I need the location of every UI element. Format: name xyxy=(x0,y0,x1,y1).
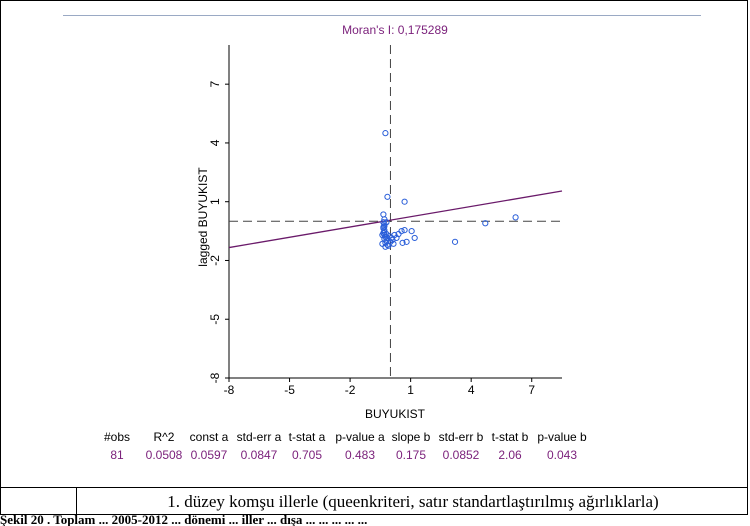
y-tick-label: 7 xyxy=(208,81,222,88)
stat-value: 0.175 xyxy=(395,448,427,462)
stat-value: 0.043 xyxy=(546,448,578,462)
data-point xyxy=(512,214,519,221)
data-point xyxy=(384,234,391,242)
regression-stats: #obs 81 R^2 0.0508 const a 0.0597 std-err a 0.0… xyxy=(0,430,750,464)
data-point xyxy=(401,198,408,205)
data-point xyxy=(398,227,405,235)
stat-value: 81 xyxy=(110,448,124,462)
axes: -8 -5 -2 1 4 7 -8 -5 -2 1 4 7 xyxy=(208,45,562,397)
stat-header: p-value a xyxy=(335,430,385,444)
x-tick-label: -2 xyxy=(345,383,356,397)
stat-value: 0.0847 xyxy=(240,448,278,462)
regression-line xyxy=(228,190,563,249)
mean-reference-lines xyxy=(229,45,562,378)
stat-header: std-err a xyxy=(236,430,282,444)
x-tick-label: 4 xyxy=(468,383,475,397)
data-point xyxy=(383,219,390,226)
data-point xyxy=(383,230,390,238)
x-tick-label: -5 xyxy=(284,383,295,397)
figure-caption-cut: Şekil 20 . Toplam ... 2005-2012 ... döne… xyxy=(0,514,368,526)
stat-header: std-err b xyxy=(438,430,484,444)
stat-header: #obs xyxy=(103,430,131,444)
data-point xyxy=(382,243,389,250)
data-point xyxy=(403,238,410,245)
data-point xyxy=(451,238,459,245)
data-point xyxy=(482,220,489,227)
x-tick-label: 7 xyxy=(528,383,535,397)
stat-header: slope b xyxy=(391,430,431,444)
stat-header: t-stat a xyxy=(288,430,326,444)
moran-scatter-chart: Moran's I: 0,175289 -8 -5 -2 1 4 7 -8 -5 -2 1 4 7 B… xyxy=(196,23,563,421)
y-tick-label: 4 xyxy=(208,139,222,146)
data-point xyxy=(408,227,415,235)
data-point xyxy=(381,228,388,236)
data-point xyxy=(411,234,418,242)
stat-header: p-value b xyxy=(537,430,587,444)
data-point xyxy=(380,225,387,232)
x-axis-label: BUYUKIST xyxy=(365,407,426,421)
data-point xyxy=(380,211,387,218)
x-tick-label: -8 xyxy=(224,383,235,397)
chart-title: Moran's I: 0,175289 xyxy=(342,23,448,37)
table-column-divider xyxy=(76,487,77,515)
stat-value: 0.0852 xyxy=(442,448,480,462)
data-point xyxy=(379,240,386,247)
stat-header: const a xyxy=(189,430,229,444)
data-points xyxy=(379,130,519,250)
stat-header: t-stat b xyxy=(491,430,529,444)
stat-value: 2.06 xyxy=(498,448,522,462)
y-axis-label: lagged BUYUKIST xyxy=(196,167,210,267)
table-caption: 1. düzey komşu illerle (queenkriteri, sa… xyxy=(167,492,659,511)
y-tick-label: -5 xyxy=(208,314,222,325)
table-divider xyxy=(0,487,748,488)
stat-value: 0.483 xyxy=(344,448,376,462)
data-point xyxy=(382,130,389,137)
stat-value: 0.0508 xyxy=(145,448,183,462)
data-point xyxy=(381,221,388,228)
header-rule xyxy=(63,15,701,16)
stat-value: 0.705 xyxy=(291,448,323,462)
y-tick-label: -2 xyxy=(208,255,222,266)
figure-frame xyxy=(0,0,748,515)
stat-header: R^2 xyxy=(153,430,175,444)
stat-value: 0.0597 xyxy=(190,448,228,462)
regression-line-group xyxy=(228,190,563,249)
y-tick-label: 1 xyxy=(208,198,222,205)
data-point xyxy=(401,227,408,234)
x-tick-label: 1 xyxy=(407,383,414,397)
data-point xyxy=(384,193,391,200)
data-point xyxy=(390,240,397,247)
y-tick-label: -8 xyxy=(208,372,222,383)
data-point xyxy=(399,239,406,246)
